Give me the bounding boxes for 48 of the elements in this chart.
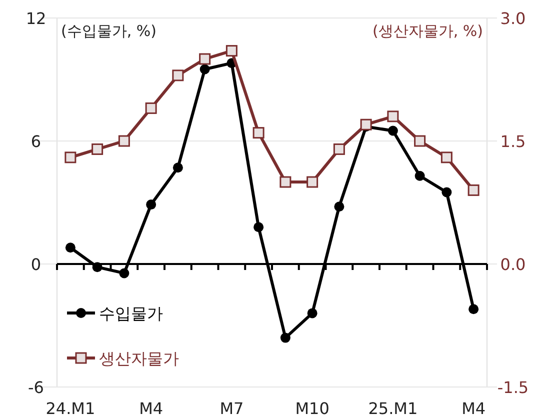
point: [118, 135, 130, 147]
point: [92, 143, 104, 155]
y2-tick-label: 0.0: [500, 255, 526, 274]
point: [414, 170, 425, 181]
point: [146, 200, 156, 210]
y2-tick-label: 1.5: [500, 132, 526, 151]
point: [333, 143, 345, 155]
point: [252, 127, 264, 139]
point: [145, 102, 157, 114]
y-tick-label: 6: [30, 132, 42, 151]
y-tick-label: 12: [26, 9, 46, 28]
point: [360, 118, 372, 130]
y2-axis-title: (생산자물가, %): [372, 22, 483, 40]
legend-label: 수입물가: [99, 304, 163, 323]
point: [226, 45, 238, 57]
point: [199, 53, 211, 65]
y2-tick-label: -1.5: [497, 378, 529, 397]
x-tick-label: M4: [462, 399, 486, 418]
point: [306, 176, 318, 188]
y2-tick-label: 3.0: [500, 9, 526, 28]
x-tick-label: 24.M1: [46, 399, 96, 418]
point: [254, 222, 264, 232]
point: [92, 262, 102, 272]
x-tick-label: M10: [295, 399, 330, 418]
point: [172, 70, 184, 82]
y-tick-label: -6: [28, 378, 44, 397]
y-axis-title: (수입물가, %): [61, 22, 156, 40]
point: [307, 308, 318, 318]
point: [468, 304, 479, 314]
point: [440, 152, 452, 164]
x-tick-label: M7: [220, 399, 244, 418]
point: [414, 135, 426, 147]
point: [468, 184, 480, 196]
point: [280, 332, 290, 343]
point: [172, 162, 183, 173]
point: [65, 242, 76, 253]
point: [280, 176, 292, 188]
point: [388, 126, 398, 136]
point: [119, 268, 130, 278]
x-tick-label: 25.M1: [368, 399, 418, 418]
legend-label: 생산자물가: [99, 349, 179, 368]
point: [442, 187, 452, 198]
x-tick-label: M4: [139, 399, 164, 418]
point: [387, 110, 399, 122]
point: [334, 202, 344, 212]
point: [64, 152, 76, 164]
y-tick-label: 0: [30, 255, 42, 274]
point: [200, 64, 210, 74]
